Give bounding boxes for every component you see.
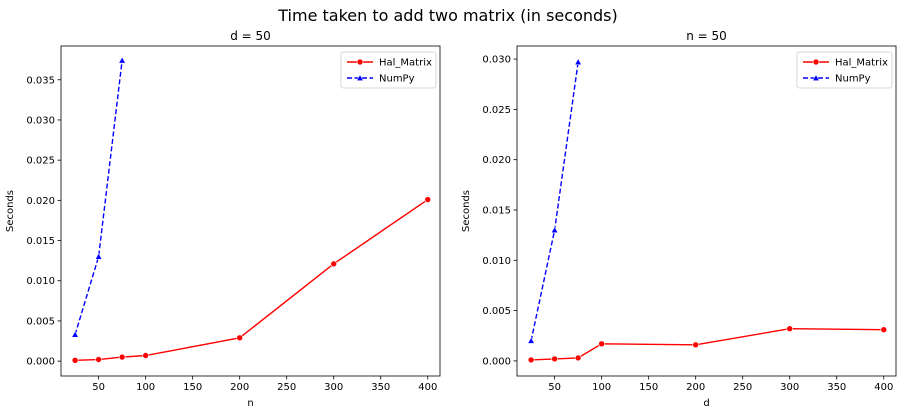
y-tick-label: 0.015 xyxy=(482,205,511,216)
y-tick-label: 0.000 xyxy=(482,356,511,367)
subplot-title: d = 50 xyxy=(230,29,271,43)
legend-marker xyxy=(356,74,364,81)
y-tick-label: 0.025 xyxy=(482,105,511,116)
data-point xyxy=(574,354,582,362)
series-hal-matrix xyxy=(71,196,432,364)
y-tick-label: 0.030 xyxy=(26,115,55,126)
y-tick-label: 0.015 xyxy=(26,236,55,247)
data-point xyxy=(330,260,338,268)
x-tick-label: 400 xyxy=(874,382,893,393)
x-tick-label: 100 xyxy=(136,382,155,393)
legend-marker xyxy=(812,58,820,66)
axes-frame xyxy=(516,45,897,377)
data-point xyxy=(95,356,102,363)
data-point xyxy=(94,252,103,260)
legend-marker xyxy=(356,58,364,66)
legend-label: Hal_Matrix xyxy=(835,58,888,69)
x-tick-label: 150 xyxy=(183,382,202,393)
y-tick-label: 0.010 xyxy=(26,276,55,287)
x-tick-label: 250 xyxy=(733,382,752,393)
axes-frame xyxy=(60,45,441,377)
data-point xyxy=(236,334,243,342)
legend-label: Hal_Matrix xyxy=(379,58,432,69)
y-tick-label: 0.025 xyxy=(26,156,55,167)
data-point xyxy=(692,341,699,349)
data-point xyxy=(71,330,79,338)
data-point xyxy=(118,56,126,64)
data-point xyxy=(142,352,149,359)
y-tick-label: 0.020 xyxy=(26,196,55,207)
series-numpy xyxy=(71,56,126,338)
x-tick-label: 150 xyxy=(639,382,658,393)
data-point xyxy=(786,325,794,333)
series-line xyxy=(530,62,579,341)
series-hal-matrix xyxy=(527,325,888,364)
legend-label: NumPy xyxy=(835,74,871,85)
x-axis-label: n xyxy=(247,398,253,409)
x-tick-label: 350 xyxy=(371,382,390,393)
x-tick-label: 250 xyxy=(277,382,296,393)
data-point xyxy=(118,353,126,361)
plots-container: d = 50 50 100 150 200 250 300 350 400 0.000 0.005 0… xyxy=(5,29,897,409)
x-tick-label: 100 xyxy=(592,382,611,393)
subplot-2: n = 50 50 100 150 200 250 300 350 400 0.000 0.005 0… xyxy=(461,29,897,409)
subplot-1: d = 50 50 100 150 200 250 300 350 400 0.000 0.005 0… xyxy=(5,29,441,409)
x-tick-label: 200 xyxy=(230,382,249,393)
x-tick-label: 50 xyxy=(92,382,105,393)
x-tick-label: 350 xyxy=(827,382,846,393)
series-line xyxy=(75,198,429,362)
y-tick-label: 0.020 xyxy=(482,155,511,166)
data-point xyxy=(550,226,559,234)
data-point xyxy=(880,326,888,334)
x-axis-label: d xyxy=(703,398,709,409)
series-line xyxy=(74,60,123,335)
figure-suptitle: Time taken to add two matrix (in seconds… xyxy=(277,6,617,25)
data-point xyxy=(71,357,79,364)
legend: Hal_Matrix NumPy xyxy=(340,51,437,89)
series-numpy xyxy=(527,58,582,344)
x-tick-label: 300 xyxy=(780,382,799,393)
x-tick-label: 300 xyxy=(324,382,343,393)
y-axis-label: Seconds xyxy=(5,190,16,232)
legend-marker xyxy=(812,74,820,81)
legend-box xyxy=(796,51,893,89)
y-tick-label: 0.000 xyxy=(26,357,55,368)
data-point xyxy=(527,336,535,344)
data-point xyxy=(527,356,535,364)
x-tick-label: 400 xyxy=(418,382,437,393)
series-line xyxy=(531,328,884,361)
data-point xyxy=(551,355,558,363)
legend-box xyxy=(340,51,437,89)
data-point xyxy=(574,58,582,65)
y-tick-label: 0.005 xyxy=(26,316,55,327)
y-tick-label: 0.035 xyxy=(26,75,55,86)
y-tick-label: 0.010 xyxy=(482,256,511,267)
legend-label: NumPy xyxy=(379,74,415,85)
data-point xyxy=(598,340,605,348)
y-tick-label: 0.005 xyxy=(482,306,511,317)
y-axis-label: Seconds xyxy=(461,190,472,232)
data-point xyxy=(424,196,432,203)
x-tick-label: 50 xyxy=(548,382,561,393)
legend: Hal_Matrix NumPy xyxy=(796,51,893,89)
y-tick-label: 0.030 xyxy=(482,55,511,66)
subplot-title: n = 50 xyxy=(686,29,727,43)
x-tick-label: 200 xyxy=(686,382,705,393)
